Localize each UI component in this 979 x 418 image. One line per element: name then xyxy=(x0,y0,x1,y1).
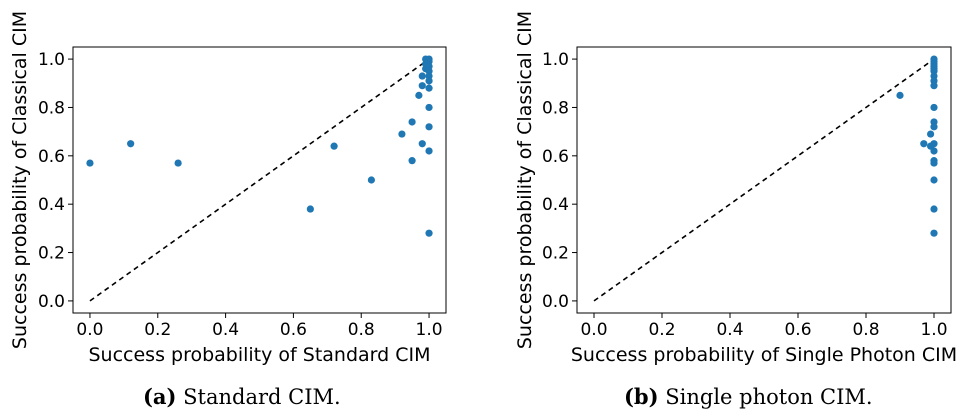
caption-a: (a) Standard CIM. xyxy=(143,384,341,409)
data-point-a-6 xyxy=(398,130,406,138)
data-point-b-1 xyxy=(920,140,928,148)
data-point-a-4 xyxy=(330,142,338,150)
x-tick-label-a-1: 0.2 xyxy=(144,320,171,340)
y-tick-label-a-0: 0.0 xyxy=(38,292,65,312)
data-point-b-15 xyxy=(930,123,938,131)
y-tick-label-b-4: 0.8 xyxy=(542,98,569,118)
data-point-a-9 xyxy=(415,91,423,99)
y-tick-label-b-2: 0.4 xyxy=(542,195,569,215)
caption-a-text: Standard CIM. xyxy=(183,385,341,409)
caption-b-label: (b) xyxy=(624,384,659,409)
data-point-a-26 xyxy=(425,229,433,237)
data-point-a-1 xyxy=(127,140,135,148)
data-point-a-12 xyxy=(418,72,426,80)
data-point-a-2 xyxy=(174,159,182,167)
x-tick-label-b-1: 0.2 xyxy=(648,320,675,340)
data-point-a-21 xyxy=(425,77,433,85)
data-point-b-12 xyxy=(930,82,938,90)
data-point-a-7 xyxy=(408,118,416,126)
data-point-a-24 xyxy=(425,123,433,131)
data-point-a-25 xyxy=(425,147,433,155)
data-point-b-22 xyxy=(930,229,938,237)
y-tick-label-a-5: 1.0 xyxy=(38,50,65,70)
data-point-b-16 xyxy=(930,140,938,148)
y-tick-label-b-1: 0.2 xyxy=(542,244,569,264)
reference-line-b xyxy=(593,58,935,302)
x-tick-label-b-5: 1.0 xyxy=(920,320,947,340)
x-axis-title-a: Success probability of Standard CIM xyxy=(88,344,430,366)
data-point-b-2 xyxy=(927,130,935,138)
x-tick-label-b-0: 0.0 xyxy=(580,320,607,340)
plot-frame-b xyxy=(576,46,952,314)
caption-b: (b) Single photon CIM. xyxy=(624,384,873,409)
y-tick-label-a-2: 0.4 xyxy=(38,195,65,215)
y-tick-label-b-0: 0.0 xyxy=(542,292,569,312)
data-point-b-0 xyxy=(896,91,904,99)
x-tick-label-b-2: 0.4 xyxy=(716,320,743,340)
y-tick-label-b-5: 1.0 xyxy=(542,50,569,70)
data-point-a-3 xyxy=(306,205,314,213)
data-point-b-21 xyxy=(930,205,938,213)
data-point-a-0 xyxy=(86,159,94,167)
y-tick-label-a-4: 0.8 xyxy=(38,98,65,118)
plot-frame-a xyxy=(72,46,447,314)
y-tick-label-a-1: 0.2 xyxy=(38,244,65,264)
data-point-a-5 xyxy=(367,176,375,184)
x-axis-title-b: Success probability of Single Photon CIM xyxy=(571,344,957,366)
data-point-a-11 xyxy=(418,82,426,90)
x-tick-label-b-4: 0.8 xyxy=(852,320,879,340)
y-axis-title-b: Success probability of Classical CIM xyxy=(514,11,536,349)
x-tick-label-a-2: 0.4 xyxy=(212,320,239,340)
y-tick-label-b-3: 0.6 xyxy=(542,147,569,167)
x-tick-label-a-0: 0.0 xyxy=(76,320,103,340)
x-tick-label-a-4: 0.8 xyxy=(348,320,375,340)
x-tick-label-a-5: 1.0 xyxy=(416,320,443,340)
scatter-plots: 0.0 0.2 0.4 0.6 0.8 1.0 0.0 0.2 0.4 0.6 0.8 1.0 Succ… xyxy=(9,11,957,366)
data-point-b-13 xyxy=(930,103,938,112)
data-point-b-17 xyxy=(930,147,938,155)
data-point-a-23 xyxy=(425,103,433,112)
data-point-a-22 xyxy=(425,84,433,92)
x-tick-label-a-3: 0.6 xyxy=(280,320,307,340)
y-axis-title-a: Success probability of Classical CIM xyxy=(9,11,31,349)
x-tick-label-b-3: 0.6 xyxy=(784,320,811,340)
data-point-a-10 xyxy=(418,140,426,148)
data-point-b-20 xyxy=(930,176,938,184)
data-point-b-19 xyxy=(930,159,938,167)
y-tick-label-a-3: 0.6 xyxy=(38,147,65,167)
data-point-a-8 xyxy=(408,157,416,165)
caption-b-text: Single photon CIM. xyxy=(665,385,873,409)
reference-line-a xyxy=(89,58,430,302)
caption-a-label: (a) xyxy=(143,384,177,409)
